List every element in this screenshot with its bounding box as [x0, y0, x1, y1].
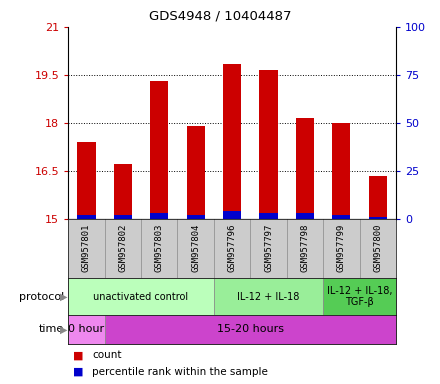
Text: GDS4948 / 10404487: GDS4948 / 10404487 — [149, 10, 291, 23]
Bar — [332, 215, 351, 219]
Text: GSM957801: GSM957801 — [82, 223, 91, 272]
Text: GSM957800: GSM957800 — [373, 223, 382, 272]
Bar — [114, 164, 132, 219]
Bar — [223, 211, 241, 219]
Text: 0 hour: 0 hour — [68, 324, 104, 334]
Bar — [296, 213, 314, 219]
Text: GSM957804: GSM957804 — [191, 223, 200, 272]
Bar — [77, 215, 95, 219]
Text: ▶: ▶ — [60, 291, 67, 302]
Bar — [187, 215, 205, 219]
Text: unactivated control: unactivated control — [93, 291, 189, 302]
Text: time: time — [39, 324, 64, 334]
Text: ■: ■ — [73, 366, 83, 377]
Bar — [150, 81, 169, 219]
Bar — [323, 278, 396, 315]
Bar — [332, 123, 351, 219]
Bar — [68, 315, 105, 344]
Bar — [260, 70, 278, 219]
Bar — [105, 315, 396, 344]
Text: GSM957797: GSM957797 — [264, 223, 273, 272]
Text: GSM957802: GSM957802 — [118, 223, 127, 272]
Text: ▶: ▶ — [60, 324, 67, 334]
Bar — [260, 213, 278, 219]
Text: GSM957798: GSM957798 — [301, 223, 309, 272]
Bar — [296, 118, 314, 219]
Bar — [214, 278, 323, 315]
Text: percentile rank within the sample: percentile rank within the sample — [92, 366, 268, 377]
Text: IL-12 + IL-18,
TGF-β: IL-12 + IL-18, TGF-β — [327, 286, 392, 308]
Text: IL-12 + IL-18: IL-12 + IL-18 — [237, 291, 300, 302]
Bar — [369, 217, 387, 219]
Bar — [187, 126, 205, 219]
Text: GSM957796: GSM957796 — [227, 223, 237, 272]
Bar — [369, 175, 387, 219]
Bar — [223, 64, 241, 219]
Text: count: count — [92, 350, 122, 360]
Text: ■: ■ — [73, 350, 83, 360]
Bar — [114, 215, 132, 219]
Text: GSM957799: GSM957799 — [337, 223, 346, 272]
Bar — [68, 278, 214, 315]
Text: 15-20 hours: 15-20 hours — [217, 324, 284, 334]
Bar — [150, 213, 169, 219]
Bar — [77, 142, 95, 219]
Text: GSM957803: GSM957803 — [155, 223, 164, 272]
Text: protocol: protocol — [18, 291, 64, 302]
